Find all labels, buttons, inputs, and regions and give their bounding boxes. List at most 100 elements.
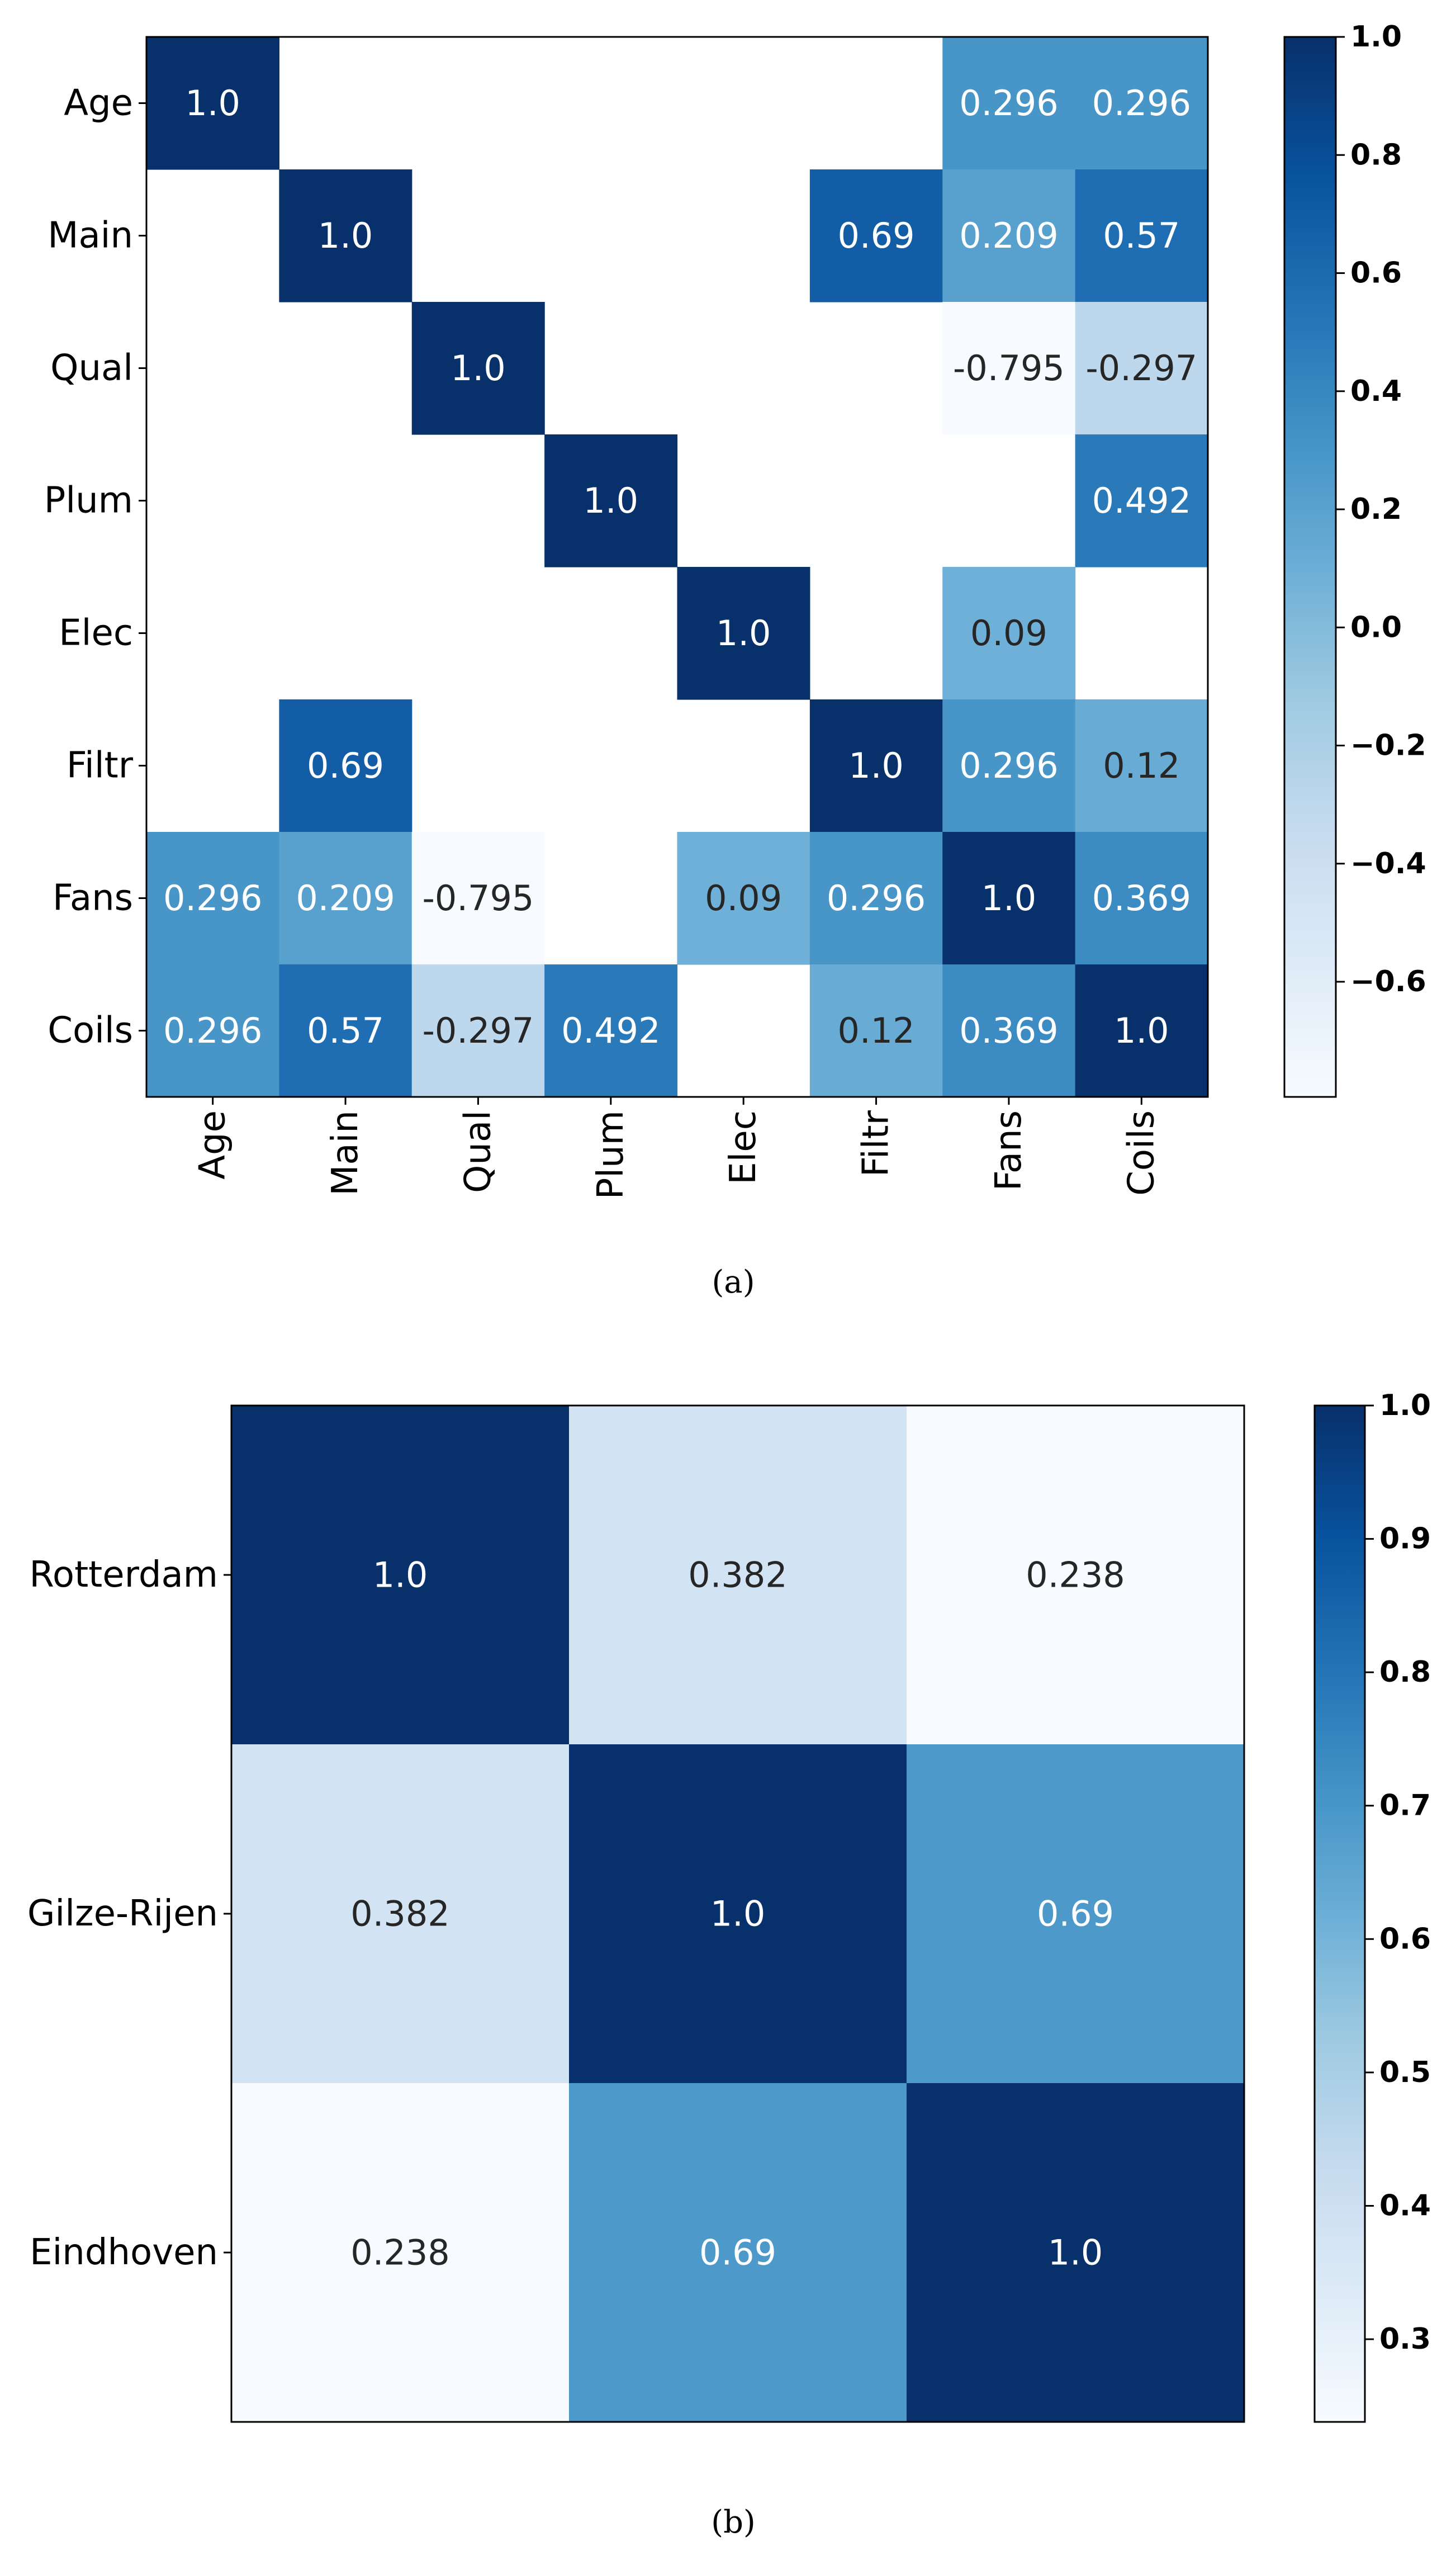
- colorbar-b-ticks: 1.0 0.9 0.8 0.7 0.6 0.5 0.4 0.3: [1365, 1389, 1431, 2356]
- heatmap-a-col-label: Fans: [988, 1110, 1030, 1191]
- heatmap-a-value-label: 0.296: [163, 878, 263, 919]
- heatmap-b-value-label: 1.0: [1048, 2232, 1103, 2273]
- heatmap-a-cells: [146, 37, 1208, 1097]
- heatmap-b-value-label: 0.238: [1026, 1555, 1125, 1596]
- heatmap-a-cell-6-5: [809, 832, 943, 965]
- heatmap-a-row-label: Filtr: [67, 745, 134, 787]
- heatmap-a-cell-6-0: [146, 832, 279, 965]
- heatmap-b-value-label: 0.69: [699, 2232, 776, 2273]
- heatmap-b-row-label: Gilze-Rijen: [27, 1893, 218, 1934]
- colorbar-a: [1283, 36, 1337, 1098]
- colorbar-b-tick-label: 0.3: [1379, 2322, 1431, 2356]
- heatmap-a-cell-4-4: [677, 567, 810, 700]
- heatmap-a-cell-1-7: [1075, 169, 1208, 302]
- colorbar-a-tick-label: −0.6: [1350, 965, 1426, 999]
- heatmap-a-value-label: 0.12: [1103, 745, 1180, 786]
- heatmap-a-col-label: Coils: [1121, 1110, 1162, 1196]
- heatmap-a-cell-1-1: [279, 169, 412, 302]
- heatmap-b-value-label: 0.382: [350, 1894, 450, 1934]
- heatmap-a-cell-2-2: [411, 302, 545, 435]
- colorbar-b-tick-label: 0.8: [1379, 1655, 1431, 1689]
- heatmap-a-value-label: 0.369: [1092, 878, 1192, 919]
- heatmap-a-cell-0-6: [942, 37, 1076, 170]
- heatmap-a-value-label: 0.492: [561, 1010, 661, 1051]
- heatmap-a-value-label: 0.296: [959, 83, 1059, 124]
- heatmap-a-col-label: Elec: [723, 1110, 764, 1185]
- heatmap-a-value-label: 1.0: [584, 480, 639, 521]
- heatmap-a-cell-7-1: [279, 964, 412, 1097]
- colorbar-a-tick-label: 0.4: [1350, 375, 1402, 408]
- heatmap-a-value-label: 0.12: [838, 1010, 915, 1051]
- heatmap-b-cell-0-0: [231, 1406, 570, 1745]
- colorbar-b-tick-label: 1.0: [1379, 1389, 1431, 1422]
- heatmap-b-cell-2-2: [907, 2083, 1245, 2422]
- heatmap-b-value-label: 0.382: [688, 1555, 788, 1596]
- heatmap-a: 1.0 0.296 0.296 1.0 0.69 0.209 0.57 1.0 -0.795 -0…: [44, 20, 1426, 1300]
- heatmap-a-cell-6-6: [942, 832, 1076, 965]
- heatmap-a-cell-5-1: [279, 699, 412, 832]
- colorbar-b-tick-label: 0.4: [1379, 2189, 1431, 2222]
- heatmap-b-cell-1-0: [231, 1744, 570, 2084]
- heatmap-a-cell-7-3: [544, 964, 678, 1097]
- heatmap-a-cell-2-7: [1075, 302, 1208, 435]
- heatmap-a-col-label: Main: [325, 1110, 366, 1196]
- heatmap-b-cell-2-0: [231, 2083, 570, 2422]
- heatmap-b-row-label: Rotterdam: [29, 1554, 218, 1596]
- heatmap-a-value-label: 1.0: [1114, 1010, 1169, 1051]
- heatmap-a-row-label: Elec: [59, 613, 133, 654]
- heatmap-a-value-label: 0.09: [705, 878, 782, 919]
- heatmap-a-value-label: 0.296: [827, 878, 926, 919]
- heatmap-a-cell-7-2: [411, 964, 545, 1097]
- heatmap-a-value-label: 1.0: [450, 348, 506, 389]
- colorbar-b-tick-label: 0.6: [1379, 1922, 1431, 1956]
- heatmap-a-cell-3-7: [1075, 434, 1208, 567]
- heatmap-a-row-label: Plum: [44, 480, 133, 522]
- heatmap-a-value-label: -0.297: [423, 1010, 534, 1051]
- heatmap-b-value-labels: 1.0 0.382 0.238 0.382 1.0 0.69 0.238 0.69 1.0: [350, 1555, 1125, 2273]
- heatmap-a-cell-7-7: [1075, 964, 1208, 1097]
- heatmap-a-row-label: Qual: [50, 348, 133, 389]
- colorbar-b-tick-label: 0.5: [1379, 2056, 1431, 2089]
- heatmap-a-col-label: Qual: [457, 1110, 499, 1193]
- colorbar-a-ticks: 1.0 0.8 0.6 0.4 0.2 0.0 −0.2 −0.4 −0.6: [1336, 20, 1426, 999]
- heatmap-a-row-label: Age: [64, 83, 133, 124]
- caption-a: (a): [712, 1264, 755, 1300]
- heatmap-a-value-label: -0.795: [423, 878, 534, 919]
- colorbar-a-tick-label: 0.0: [1350, 611, 1402, 644]
- heatmap-b: 1.0 0.382 0.238 0.382 1.0 0.69 0.238 0.69 1.0 Ro…: [27, 1389, 1431, 2540]
- heatmap-a-cell-5-7: [1075, 699, 1208, 832]
- heatmap-a-cell-4-6: [942, 567, 1076, 700]
- heatmap-a-value-label: 0.69: [307, 745, 384, 786]
- heatmap-a-cell-7-5: [809, 964, 943, 1097]
- heatmap-a-col-label: Filtr: [856, 1110, 897, 1177]
- heatmap-a-value-label: 1.0: [716, 613, 771, 654]
- heatmap-a-cell-6-2: [411, 832, 545, 965]
- colorbar-a-tick-label: 0.8: [1350, 138, 1402, 172]
- heatmap-a-value-label: 0.69: [838, 215, 915, 256]
- heatmap-b-cell-1-2: [907, 1744, 1245, 2084]
- heatmap-a-value-label: 0.09: [970, 613, 1047, 654]
- colorbar-a-tick-label: −0.4: [1350, 847, 1426, 881]
- heatmap-b-cell-1-1: [569, 1744, 907, 2084]
- heatmap-a-value-label: 1.0: [848, 745, 904, 786]
- heatmap-a-cell-1-5: [809, 169, 943, 302]
- heatmap-a-row-label: Main: [48, 215, 133, 257]
- heatmap-a-cell-5-6: [942, 699, 1076, 832]
- heatmap-b-cell-0-1: [569, 1406, 907, 1745]
- heatmap-a-cell-7-6: [942, 964, 1076, 1097]
- colorbar-a-tick-label: 1.0: [1350, 20, 1402, 54]
- colorbar-a-tick-label: −0.2: [1350, 729, 1426, 763]
- colorbar-b: [1313, 1404, 1366, 2423]
- heatmap-a-cell-7-0: [146, 964, 279, 1097]
- heatmap-a-value-label: 0.296: [1092, 83, 1192, 124]
- heatmap-b-value-label: 0.238: [350, 2232, 450, 2273]
- heatmap-a-cell-0-0: [146, 37, 279, 170]
- colorbar-b-tick-label: 0.7: [1379, 1789, 1431, 1823]
- heatmap-b-value-label: 1.0: [710, 1894, 766, 1934]
- colorbar-a-tick-label: 0.6: [1350, 257, 1402, 290]
- heatmap-a-value-labels: 1.0 0.296 0.296 1.0 0.69 0.209 0.57 1.0 -0.795 -0…: [163, 83, 1197, 1051]
- heatmap-b-cell-0-2: [907, 1406, 1245, 1745]
- heatmap-b-cell-2-1: [569, 2083, 907, 2422]
- heatmap-a-value-label: 1.0: [981, 878, 1037, 919]
